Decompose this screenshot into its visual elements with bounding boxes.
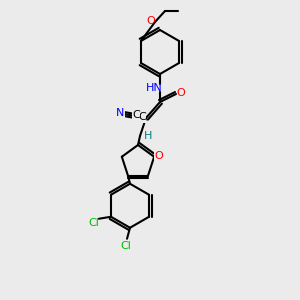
Text: Cl: Cl [88,218,99,228]
Text: Cl: Cl [121,241,131,251]
Text: O: O [147,16,155,26]
Text: N: N [116,108,124,118]
Text: HN: HN [146,83,162,93]
Text: H: H [144,131,152,141]
Text: C: C [132,110,140,120]
Text: O: O [155,151,164,161]
Text: O: O [177,88,185,98]
Text: C: C [138,112,146,122]
